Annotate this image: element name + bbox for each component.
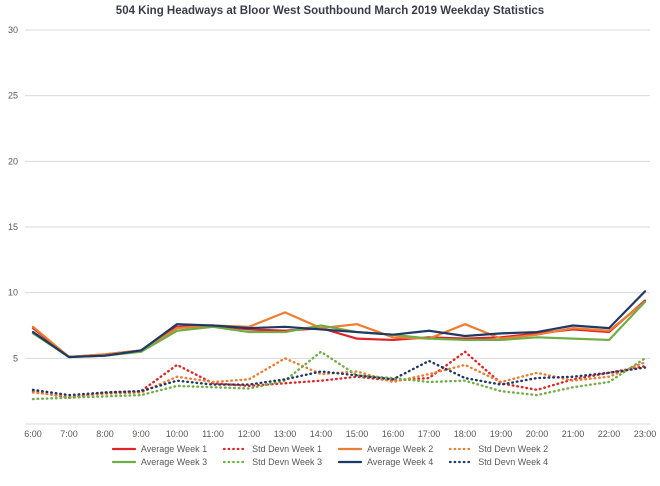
legend-label: Std Devn Week 1 (252, 444, 322, 454)
legend-label: Average Week 1 (140, 444, 208, 454)
chart-title: 504 King Headways at Bloor West Southbou… (115, 5, 545, 17)
x-axis-tick-label: 13:00 (274, 429, 297, 439)
legend-line-sample (449, 447, 474, 451)
legend-item-average-week-1: Average Week 1 (111, 444, 208, 454)
legend-line-sample (111, 447, 136, 451)
x-axis-tick-label: 15:00 (346, 429, 369, 439)
legend-item-std-devn-week-4: Std Devn Week 4 (449, 457, 548, 467)
legend-item-std-devn-week-1: Std Devn Week 1 (223, 444, 322, 454)
y-axis-tick-label: 15 (8, 222, 18, 232)
legend-item-average-week-2: Average Week 2 (338, 444, 433, 454)
x-axis-tick-label: 18:00 (454, 429, 477, 439)
x-axis-tick-label: 9:00 (132, 429, 150, 439)
legend-label: Average Week 2 (367, 444, 434, 454)
series-line-average-week-4 (31, 290, 647, 359)
legend-label: Std Devn Week 4 (478, 457, 549, 467)
x-axis-tick-label: 17:00 (418, 429, 441, 439)
x-axis-tick-label: 21:00 (562, 429, 585, 439)
x-axis-tick-label: 6:00 (24, 429, 42, 439)
legend-line-sample (338, 460, 362, 464)
y-axis-tick-label: 5 (13, 353, 18, 363)
x-axis-tick-label: 11:00 (202, 429, 224, 439)
legend-label: Std Devn Week 3 (252, 457, 322, 467)
plot-area: 5 10 15 20 25 30 6:00 7:00 8:00 9:00 10:00 11:00 12:… (8, 25, 657, 439)
series-line-std-devn-week-3 (31, 350, 647, 401)
y-axis-tick-label: 30 (8, 25, 18, 35)
x-axis-tick-label: 14:00 (310, 429, 333, 439)
x-axis-tick-label: 12:00 (238, 429, 261, 439)
legend-label: Std Devn Week 2 (478, 444, 549, 454)
y-axis-tick-label: 20 (8, 156, 18, 166)
legend-label: Average Week 3 (140, 457, 208, 467)
legend-line-sample (111, 460, 136, 464)
legend-line-sample (338, 447, 362, 451)
legend-item-std-devn-week-3: Std Devn Week 3 (223, 457, 322, 467)
x-axis-tick-label: 20:00 (526, 429, 549, 439)
x-axis-tick-label: 22:00 (598, 429, 621, 439)
x-axis-tick-label: 16:00 (382, 429, 405, 439)
legend-label: Average Week 4 (367, 457, 434, 467)
x-axis-tick-label: 19:00 (490, 429, 513, 439)
y-axis-tick-label: 10 (8, 288, 18, 298)
x-axis-tick-label: 8:00 (96, 429, 114, 439)
legend-line-sample (223, 460, 248, 464)
x-axis-tick-label: 10:00 (166, 429, 189, 439)
legend-line-sample (449, 460, 474, 464)
legend-item-average-week-4: Average Week 4 (338, 457, 433, 467)
x-axis-tick-label: 7:00 (60, 429, 78, 439)
legend-item-average-week-3: Average Week 3 (111, 457, 208, 467)
legend-line-sample (223, 447, 248, 451)
y-axis-tick-label: 25 (8, 91, 18, 101)
series-line-std-devn-week-4 (31, 359, 647, 397)
x-axis-tick-label: 23:00 (634, 429, 657, 439)
legend-item-std-devn-week-2: Std Devn Week 2 (449, 444, 548, 454)
chart-legend: Average Week 1 Std Devn Week 1 Average Wee… (0, 444, 660, 467)
